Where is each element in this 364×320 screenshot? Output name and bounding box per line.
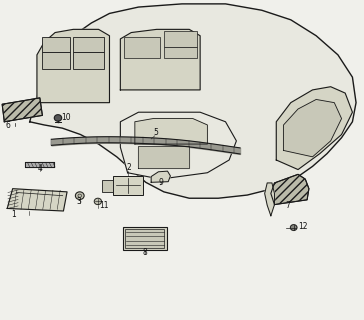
Bar xyxy=(73,37,104,52)
Polygon shape xyxy=(120,29,200,90)
Polygon shape xyxy=(265,183,274,216)
Text: 2: 2 xyxy=(126,163,131,172)
Bar xyxy=(102,180,113,192)
Bar xyxy=(164,31,197,47)
Text: 10: 10 xyxy=(62,114,71,123)
Circle shape xyxy=(290,225,297,230)
Polygon shape xyxy=(276,87,352,170)
Circle shape xyxy=(75,192,84,199)
Polygon shape xyxy=(271,174,309,204)
Polygon shape xyxy=(135,119,207,144)
Polygon shape xyxy=(120,112,236,179)
Bar xyxy=(42,37,70,52)
Polygon shape xyxy=(37,29,110,103)
Polygon shape xyxy=(284,100,341,157)
Polygon shape xyxy=(151,171,170,182)
Circle shape xyxy=(94,198,102,204)
Text: 5: 5 xyxy=(153,128,158,137)
Text: 9: 9 xyxy=(158,179,163,188)
Circle shape xyxy=(54,115,62,121)
Polygon shape xyxy=(138,146,189,168)
Text: 11: 11 xyxy=(100,201,109,211)
Bar xyxy=(42,52,70,69)
Bar xyxy=(164,47,197,58)
Text: 8: 8 xyxy=(143,248,147,257)
Text: 3: 3 xyxy=(77,197,82,206)
Text: 6: 6 xyxy=(5,121,10,130)
Bar xyxy=(124,37,160,58)
Text: 4: 4 xyxy=(38,164,43,173)
Bar xyxy=(73,52,104,69)
Text: 7: 7 xyxy=(286,201,290,211)
Text: 12: 12 xyxy=(298,222,308,231)
Bar xyxy=(125,229,164,248)
Text: 1: 1 xyxy=(11,210,16,219)
Bar xyxy=(113,176,143,195)
Polygon shape xyxy=(30,4,356,198)
Polygon shape xyxy=(2,98,42,122)
Bar xyxy=(123,227,167,250)
Polygon shape xyxy=(7,189,67,211)
